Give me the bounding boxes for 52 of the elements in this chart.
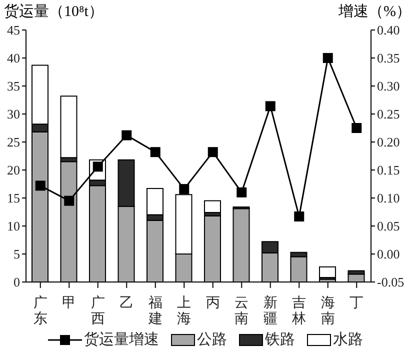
y2-tick-label: 0.05	[377, 218, 400, 234]
y-tick-label: 45	[7, 22, 20, 38]
y-tick-label: 20	[7, 162, 20, 178]
y-tick-label: 35	[7, 78, 20, 94]
point	[236, 187, 247, 198]
x-tick-label: 上海	[177, 295, 192, 327]
point	[122, 130, 132, 140]
x-tick-label: 福建	[147, 295, 162, 327]
x-tick-label: 海南	[320, 295, 335, 327]
point	[294, 211, 304, 222]
bar	[60, 96, 78, 158]
y-tick-label: 10	[7, 218, 20, 234]
x-tick-label: 乙	[120, 296, 134, 311]
x-tick-label: 新疆	[263, 295, 278, 327]
x-tick-label: 丙	[206, 296, 220, 311]
legend-label: 铁路	[265, 331, 295, 349]
x-tick-label: 云南	[234, 296, 249, 327]
y2-tick-label: 0.10	[377, 190, 400, 206]
bar	[319, 266, 336, 278]
bar	[204, 200, 221, 214]
y-tick-label: 15	[7, 190, 20, 206]
point	[352, 123, 362, 133]
point	[208, 147, 218, 158]
x-tick-label: 丁	[350, 296, 364, 311]
x-tick-label: 吉林	[291, 295, 306, 327]
y2-axis-title: 增速（%）	[338, 2, 411, 21]
y2-tick-label: 0.40	[377, 22, 400, 38]
y-tick-label: 25	[7, 134, 20, 150]
x-tick-label: 广东	[33, 295, 48, 327]
y2-tick-label: 0.15	[377, 162, 400, 178]
x-tick-label: 甲	[62, 296, 76, 311]
y-axis-title: 货运量（10⁸t）	[4, 2, 104, 21]
legend-label: 货运量增速	[84, 330, 159, 349]
y2-tick-label: 0.20	[377, 134, 400, 150]
y-tick-label: 40	[7, 50, 20, 66]
legend-label: 公路	[197, 331, 227, 349]
y2-tick-label: 0.25	[377, 106, 400, 122]
point	[35, 180, 46, 191]
y-tick-label: 0	[14, 274, 20, 290]
point	[150, 147, 160, 158]
x-tick-label: 广西	[90, 295, 105, 327]
y2-tick-label: 0.00	[377, 246, 400, 262]
legend-label: 水路	[333, 330, 363, 349]
y2-tick-label: 0.30	[377, 78, 400, 94]
point	[179, 184, 190, 194]
y-tick-label: 30	[7, 106, 20, 122]
y-tick-label: 5	[14, 246, 20, 262]
point	[64, 196, 74, 206]
y2-tick-label: 0.35	[377, 50, 400, 66]
y2-tick-label: -0.05	[377, 274, 404, 290]
point	[322, 53, 333, 63]
point	[265, 101, 276, 112]
